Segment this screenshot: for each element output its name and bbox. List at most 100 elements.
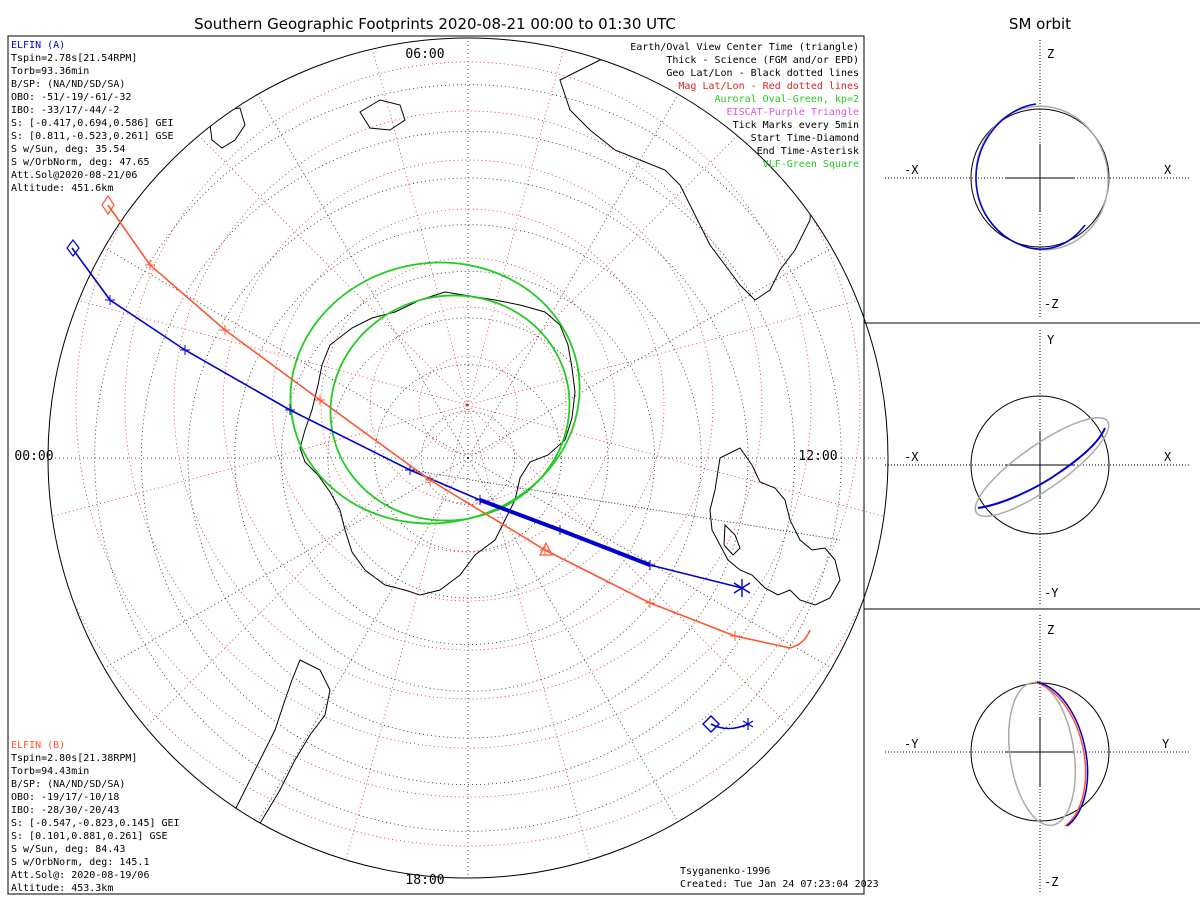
mag-lat-circle [48,38,888,847]
elfin-b-track [107,204,791,649]
geo-meridian [467,457,679,822]
elfin-a-diamond-marker [702,715,720,733]
figure-title: Southern Geographic Footprints 2020-08-2… [194,15,676,33]
hour-label-06: 06:00 [405,47,444,62]
magnetic-pole-marker [465,403,469,407]
elfin-b-info-line: Altitude: 453.3km [11,883,113,894]
elfin-a-end-asterisk [733,582,751,594]
geo-lat-circle [420,410,516,506]
hour-label-00: 00:00 [14,449,53,464]
mag-lat-circle [173,110,763,700]
hour-label-18: 18:00 [405,873,444,888]
elfin-a-info-line: Tspin=2.78s[21.54RPM] [11,53,137,64]
legend-entry: Auroral Oval-Green, kp=2 [715,94,860,105]
legend-entry: Thick - Science (FGM and/or EPD) [666,55,859,66]
elfin-a-info-line: S w/OrbNorm, deg: 47.65 [11,157,149,168]
elfin-a-info-line: Altitude: 451.6km [11,183,113,194]
elfin-a-info-line: Att.Sol@2020-08-21/06 [11,170,137,181]
sm-orbit-b [1008,681,1076,827]
elfin-a-info-line: S: [-0.417,0.694,0.586] GEI [11,118,174,129]
elfin-b-info-line: ELFIN (B) [11,740,65,751]
mag-lat-circle [369,306,567,504]
legend-entry: VLF-Green Square [763,159,859,170]
elfin-b-view-center-triangle [539,541,553,556]
legend-entry: Tick Marks every 5min [733,120,859,131]
mag-lat-circle [75,38,861,798]
antarctica-coast [299,291,576,596]
mag-meridian [337,404,469,878]
mag-lat-circle [418,355,518,455]
mag-meridian [467,404,888,536]
legend: Earth/Oval View Center Time (triangle) T… [630,42,859,170]
mag-lat-circle [271,208,665,602]
mag-meridian [467,404,825,762]
geo-meridian [467,94,679,459]
elfin-b-info-line: S w/Sun, deg: 84.43 [11,844,125,855]
geo-lat-circle [280,270,656,646]
sm-label-bottom: -Z [1044,297,1058,311]
legend-entry: Mag Lat/Lon - Red dotted lines [678,81,859,92]
mag-lat-circle [222,159,714,651]
legend-entry: Earth/Oval View Center Time (triangle) [630,42,859,53]
elfin-b-info-line: IBO: -28/30/-20/43 [11,805,119,816]
sm-label-top: Z [1047,623,1054,637]
elfin-a-info-line: OBO: -51/-19/-61/-32 [11,92,131,103]
legend-entry: Start Time-Diamond [751,133,859,144]
sm-label-top: Z [1047,47,1054,61]
mag-meridian [467,38,599,406]
elfin-b-info: ELFIN (B) Tspin=2.80s[21.38RPM] Torb=94.… [11,740,180,894]
elfin-b-info-line: S: [0.101,0.881,0.261] GSE [11,831,168,842]
mag-meridian [467,404,599,878]
legend-entry: Geo Lat/Lon - Black dotted lines [666,68,859,79]
australia-coast [709,447,841,606]
hour-label-12: 12:00 [798,449,837,464]
geo-lat-circle [234,224,702,692]
elfin-b-info-line: Torb=94.43min [11,766,89,777]
mag-lat-circle [124,61,812,749]
sm-panel-xy: Y -Y -X X [885,330,1190,605]
sm-earth-circle [970,395,1110,535]
elfin-b-info-line: S: [-0.547,-0.823,0.145] GEI [11,818,180,829]
geo-dotted-line [409,469,841,541]
sm-label-bottom: -Y [1044,586,1059,600]
mag-meridian [337,38,469,406]
sm-orbit-a [977,427,1106,509]
sm-label-left: -X [904,450,919,464]
auroral-oval-inner [329,294,571,522]
elfin-a-info-line: IBO: -33/17/-44/-2 [11,105,119,116]
elfin-a-info-line: B/SP: (NA/ND/SD/SA) [11,79,125,90]
elfin-b-info-line: Tspin=2.80s[21.38RPM] [11,753,137,764]
sm-orbit-a [1036,681,1089,827]
sm-label-left: -X [904,163,919,177]
sm-orbit-title: SM orbit [1009,15,1071,33]
mag-meridian [111,404,469,762]
model-credit: Tsyganenko-1996 [680,866,770,877]
elfin-a-science-segment [479,498,651,567]
elfin-b-info-line: S w/OrbNorm, deg: 145.1 [11,857,149,868]
geo-lat-circle [140,130,796,786]
sm-orbit-b [974,416,1110,518]
sm-label-top: Y [1047,333,1055,347]
geo-meridian [257,457,469,822]
auroral-oval-outer [289,261,581,525]
elfin-b-info-line: Att.Sol@: 2020-08-19/06 [11,870,149,881]
elfin-a-info: ELFIN (A) Tspin=2.78s[21.54RPM] Torb=93.… [11,40,174,194]
elfin-a-start-diamond [66,239,80,257]
elfin-a-info-line: S: [0.811,-0.523,0.261] GSE [11,131,174,142]
sm-panel-yz: Z -Z -Y Y [885,615,1190,892]
globe-boundary [47,37,889,879]
elfin-a-info-line: ELFIN (A) [11,40,65,51]
elfin-a-info-line: S w/Sun, deg: 35.54 [11,144,125,155]
sm-panel-xz: Z -Z -X X [885,40,1190,318]
geo-lat-circle [374,364,562,552]
mag-lat-circle [320,257,616,553]
new-zealand-coast [723,523,741,556]
created-timestamp: Created: Tue Jan 24 07:23:04 2023 [680,879,879,890]
sm-orbit-a [975,103,1086,250]
mag-meridian [48,274,469,406]
elfin-b-start-diamond [101,194,115,216]
sm-label-right: X [1164,163,1172,177]
elfin-b-info-line: B/SP: (NA/ND/SD/SA) [11,779,125,790]
geo-lat-circle [94,84,842,832]
